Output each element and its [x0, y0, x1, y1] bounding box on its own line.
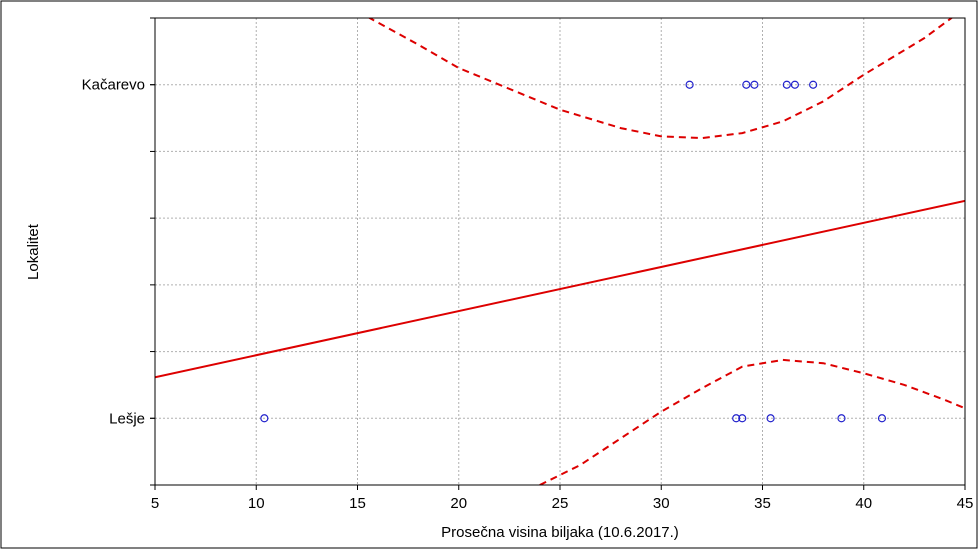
x-tick-label: 40	[855, 495, 872, 512]
x-tick-label: 35	[754, 495, 771, 512]
x-tick-label: 15	[349, 495, 366, 512]
y-tick-label: Lešje	[109, 410, 145, 427]
regression-line	[155, 199, 965, 379]
lower-confidence-band	[539, 358, 965, 485]
data-points	[260, 80, 887, 423]
y-axis-ticks: Lešje Kačarevo	[82, 17, 155, 486]
data-point	[742, 80, 751, 89]
upper-confidence-band	[367, 18, 954, 140]
x-tick-label: 30	[653, 495, 670, 512]
x-tick-label: 45	[957, 495, 974, 512]
x-tick-label: 10	[248, 495, 265, 512]
data-point	[750, 80, 759, 89]
x-tick-label: 5	[151, 495, 159, 512]
data-point	[732, 414, 741, 423]
x-tick-label: 25	[552, 495, 569, 512]
confidence-bands	[367, 18, 965, 485]
data-point	[766, 414, 775, 423]
x-tick-label: 20	[450, 495, 467, 512]
data-point	[877, 414, 887, 423]
data-point	[809, 80, 818, 89]
data-point	[790, 80, 800, 89]
data-point	[738, 414, 747, 423]
x-axis-ticks: 5 10 15 20 25 30 35 40 45	[151, 485, 974, 512]
regression-line-group	[155, 199, 965, 379]
y-axis-title: Lokalitet	[25, 223, 42, 280]
data-point	[685, 80, 694, 89]
data-point	[782, 80, 791, 89]
data-point	[260, 414, 269, 423]
data-point	[837, 414, 846, 423]
y-tick-label: Kačarevo	[82, 77, 145, 94]
x-axis-title: Prosečna visina biljaka (10.6.2017.)	[441, 524, 679, 541]
